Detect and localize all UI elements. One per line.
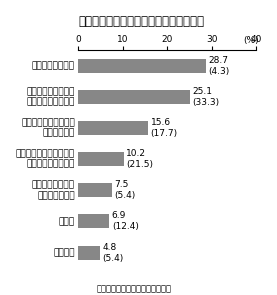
Text: 政府や財界の主張通りに
報道するだけだから: 政府や財界の主張通りに 報道するだけだから — [16, 149, 75, 169]
Bar — [78, 90, 190, 104]
Bar — [78, 214, 109, 228]
Text: 図表３　新聞の信頼感が低くなった理由: 図表３ 新聞の信頼感が低くなった理由 — [78, 15, 204, 28]
Bar — [78, 121, 148, 135]
Text: 25.1
(33.3): 25.1 (33.3) — [193, 87, 220, 107]
Text: 何となく: 何となく — [53, 248, 75, 257]
Text: 誤報があったから: 誤報があったから — [32, 61, 75, 70]
Text: 報道する側のモラルが
低下したから: 報道する側のモラルが 低下したから — [21, 118, 75, 138]
Text: その他: その他 — [59, 217, 75, 226]
Bar — [78, 246, 100, 260]
Text: 10.2
(21.5): 10.2 (21.5) — [126, 149, 153, 169]
Text: 臆測による情報も
流しているから: 臆測による情報も 流しているから — [32, 181, 75, 200]
Text: 6.9
(12.4): 6.9 (12.4) — [112, 212, 139, 232]
Bar — [78, 59, 206, 73]
Text: (%): (%) — [243, 36, 258, 45]
Text: 4.8
(5.4): 4.8 (5.4) — [102, 242, 124, 263]
Text: 15.6
(17.7): 15.6 (17.7) — [150, 118, 178, 138]
Text: 特定の勢力に偏った
報道をしているから: 特定の勢力に偏った 報道をしているから — [27, 87, 75, 106]
Text: 7.5
(5.4): 7.5 (5.4) — [114, 180, 136, 200]
Bar — [78, 152, 124, 166]
Text: 注：（　）内は前回調査の数値。: 注：（ ）内は前回調査の数値。 — [97, 284, 172, 294]
Bar — [78, 183, 112, 197]
Text: 28.7
(4.3): 28.7 (4.3) — [209, 55, 230, 76]
